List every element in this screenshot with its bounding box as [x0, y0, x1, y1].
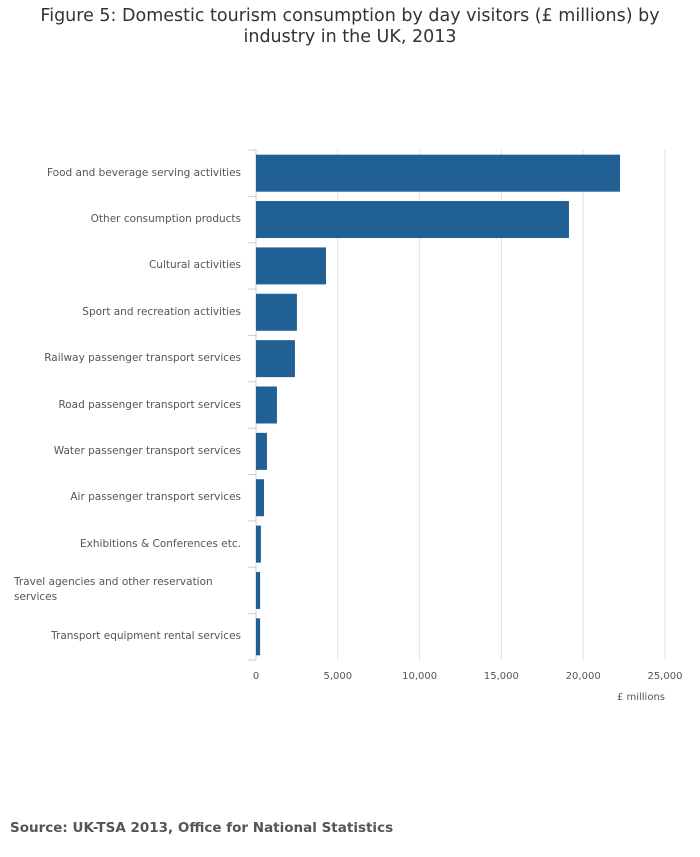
- bar: [256, 432, 267, 470]
- x-axis-label: £ millions: [617, 692, 665, 703]
- y-tick-label: Exhibitions & Conferences etc.: [80, 537, 241, 550]
- y-tick-label: Sport and recreation activities: [82, 305, 241, 318]
- bar: [256, 525, 261, 563]
- y-tick-label: Railway passenger transport services: [44, 352, 241, 365]
- bar: [256, 571, 261, 609]
- y-tick-label: Food and beverage serving activities: [47, 166, 241, 179]
- x-tick-label: 15,000: [484, 671, 519, 682]
- bar: [256, 340, 295, 378]
- y-tick-label: Cultural activities: [148, 259, 241, 272]
- x-tick-label: 20,000: [566, 671, 601, 682]
- bar: [256, 479, 265, 517]
- x-tick-label: 25,000: [648, 671, 683, 682]
- source-note: Source: UK-TSA 2013, Office for National…: [10, 820, 394, 836]
- bar: [256, 201, 569, 239]
- y-tick-label: Road passenger transport services: [58, 398, 241, 411]
- bar: [256, 293, 297, 331]
- x-tick-label: 10,000: [402, 671, 437, 682]
- y-tick-label: Travel agencies and other reservation se…: [14, 576, 213, 604]
- bar: [256, 154, 621, 192]
- y-tick-label: Other consumption products: [90, 213, 241, 226]
- bar: [256, 247, 327, 285]
- bar: [256, 618, 261, 656]
- bar: [256, 386, 277, 424]
- y-tick-label: Air passenger transport services: [70, 491, 241, 504]
- y-tick-label: Transport equipment rental services: [51, 630, 241, 643]
- y-tick-label: Water passenger transport services: [53, 444, 241, 457]
- x-tick-label: 5,000: [323, 671, 352, 682]
- chart-title: Figure 5: Domestic tourism consumption b…: [40, 6, 660, 47]
- x-tick-label: 0: [253, 671, 259, 682]
